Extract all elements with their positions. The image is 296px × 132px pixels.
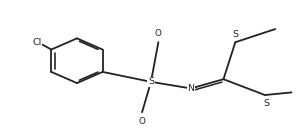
Text: O: O <box>155 29 162 37</box>
Text: S: S <box>232 30 238 39</box>
Text: S: S <box>148 77 154 86</box>
Text: S: S <box>263 99 269 108</box>
Text: Cl: Cl <box>33 38 42 47</box>
Text: N: N <box>187 84 194 93</box>
Text: O: O <box>139 117 146 126</box>
